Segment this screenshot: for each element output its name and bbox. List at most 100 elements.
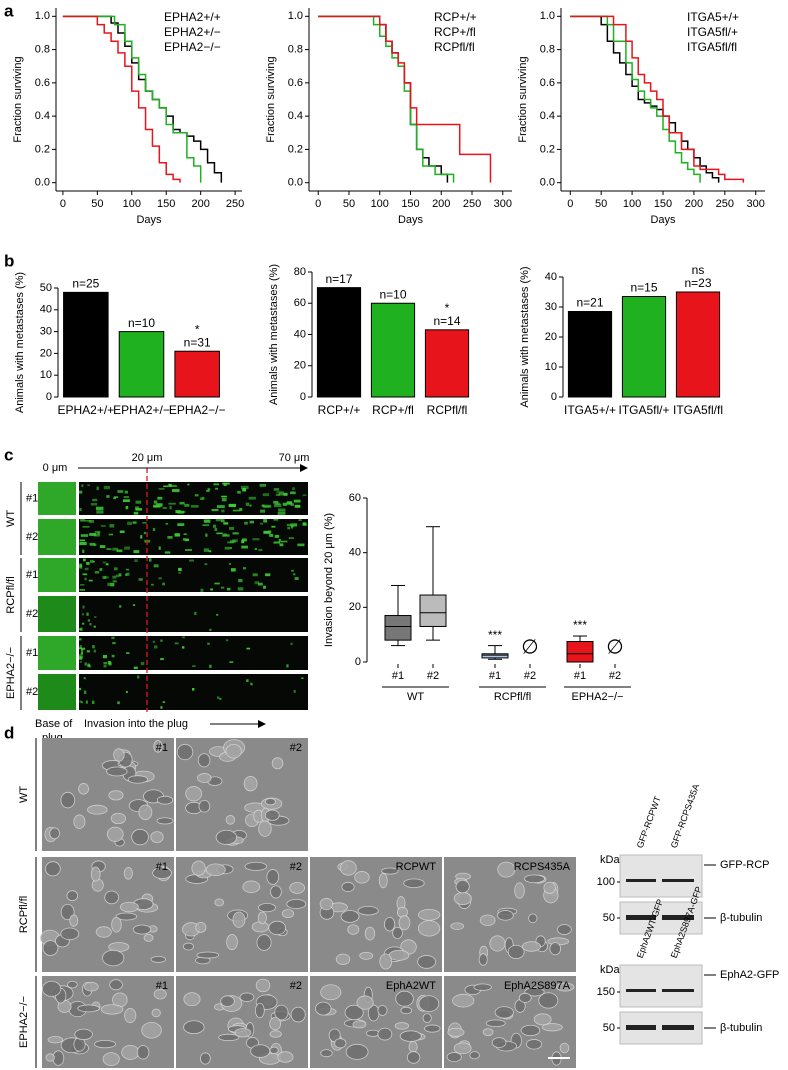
- fluorescence-speck: [230, 568, 236, 572]
- cell: [234, 1027, 252, 1038]
- band: [626, 989, 656, 992]
- fluorescence-speck: [88, 579, 93, 582]
- fluorescence-speck: [134, 559, 138, 562]
- fluorescence-speck: [177, 510, 186, 513]
- fluorescence-speck: [82, 622, 85, 625]
- cell: [453, 1042, 472, 1055]
- y-tick-label: 80: [294, 266, 306, 278]
- fluorescence-speck: [213, 483, 220, 486]
- fluorescence-speck: [228, 562, 232, 565]
- cell: [356, 995, 374, 1010]
- x-tick-label: #1: [574, 670, 586, 682]
- fluorescence-speck: [185, 549, 192, 551]
- fluorescence-speck: [274, 534, 280, 538]
- invasion-label: Invasion into the plug: [84, 718, 188, 730]
- y-tick-label: 20: [349, 601, 361, 613]
- fluorescence-speck: [237, 587, 244, 591]
- fluorescence-speck: [125, 691, 128, 693]
- micrographs: WT #1 #2 RCPfl/fl #1 #2 RCPWT RCPS435A EPHA2−/− #…: [18, 738, 576, 1068]
- y-tick-label: 0.2: [35, 143, 50, 155]
- fluorescence-speck: [184, 538, 189, 542]
- band-label: β-tubulin: [720, 912, 762, 924]
- fluorescence-speck: [298, 519, 302, 521]
- fluorescence-speck: [241, 538, 247, 542]
- fluorescence-speck: [297, 543, 305, 547]
- cell: [352, 1020, 367, 1029]
- fluorescence-speck: [229, 540, 236, 543]
- cell: [78, 783, 89, 795]
- cell: [95, 926, 112, 938]
- cell: [271, 757, 284, 770]
- fluorescence-speck: [105, 563, 109, 566]
- replicate-label: #1: [26, 492, 38, 504]
- group-label: WT: [5, 510, 17, 527]
- cell: [541, 1023, 563, 1032]
- fluorescence-speck: [258, 548, 263, 552]
- scale-label: 0 μm: [43, 462, 68, 474]
- fluorescence-speck: [79, 645, 82, 649]
- fluorescence-speck: [107, 582, 112, 587]
- cell: [265, 798, 276, 806]
- fluorescence-speck: [209, 628, 212, 631]
- x-tick-label: 100: [623, 198, 641, 210]
- fluorescence-speck: [260, 509, 266, 513]
- fluorescence-speck: [273, 501, 279, 504]
- bar: [174, 350, 220, 398]
- fluorescence-speck: [220, 519, 225, 523]
- cell: [377, 1027, 393, 1041]
- x-tick-label: 0: [60, 198, 66, 210]
- fluorescence-speck: [88, 664, 92, 668]
- fluorescence-speck: [302, 494, 307, 496]
- cell: [344, 1004, 364, 1021]
- fluorescence-speck: [182, 646, 185, 649]
- fluorescence-speck: [152, 527, 156, 532]
- cell: [339, 860, 357, 876]
- fluorescence-speck: [276, 491, 284, 493]
- arrow-head: [258, 720, 266, 728]
- x-tick-label: 150: [157, 198, 175, 210]
- fluorescence-speck: [127, 521, 133, 526]
- cell: [418, 995, 440, 1012]
- fluorescence-speck: [158, 577, 162, 580]
- micrograph-label: #2: [290, 742, 302, 754]
- invasion-images: #1 #2 #1 #2 #1 #2 0 μm 20 μm 70 μm WT RCPfl/fl EPHA…: [5, 452, 309, 744]
- cell: [243, 776, 258, 792]
- cell: [289, 882, 306, 894]
- fluorescence-speck: [174, 533, 180, 537]
- fluorescence-speck: [162, 507, 167, 509]
- significance: *: [445, 301, 450, 315]
- fluorescence-speck: [221, 495, 227, 498]
- cell: [281, 909, 295, 918]
- fluorescence-speck: [79, 508, 82, 512]
- micrograph-label: #2: [290, 980, 302, 992]
- cell: [479, 914, 496, 926]
- fluorescence-speck: [275, 493, 280, 496]
- fluorescence-speck: [214, 527, 218, 532]
- annotation: n=21: [576, 296, 603, 310]
- fluorescence-speck: [125, 568, 130, 571]
- fluorescence-speck: [81, 484, 84, 488]
- fluorescence-speck: [293, 573, 296, 576]
- plug-base: [38, 596, 76, 632]
- y-tick-label: 0.8: [288, 43, 303, 55]
- cell: [41, 980, 62, 997]
- fluorescence-speck: [223, 522, 229, 525]
- cell: [395, 990, 414, 1007]
- fluorescence-speck: [215, 519, 222, 522]
- cell: [197, 753, 211, 768]
- fluorescence-speck: [92, 645, 95, 649]
- fluorescence-speck: [90, 503, 98, 506]
- fluorescence-speck: [116, 549, 123, 553]
- scale-label: 20 μm: [132, 452, 163, 464]
- fluorescence-speck: [82, 605, 85, 609]
- cell: [400, 1006, 412, 1015]
- fluorescence-speck: [79, 657, 83, 660]
- fluorescence-speck: [242, 567, 246, 570]
- survival-curve: [570, 15, 701, 183]
- fluorescence-speck: [194, 611, 197, 616]
- cell: [269, 1046, 279, 1055]
- x-tick-label: #2: [427, 670, 439, 682]
- cell: [319, 897, 334, 911]
- fluorescence-speck: [273, 503, 282, 508]
- cell: [422, 1013, 432, 1023]
